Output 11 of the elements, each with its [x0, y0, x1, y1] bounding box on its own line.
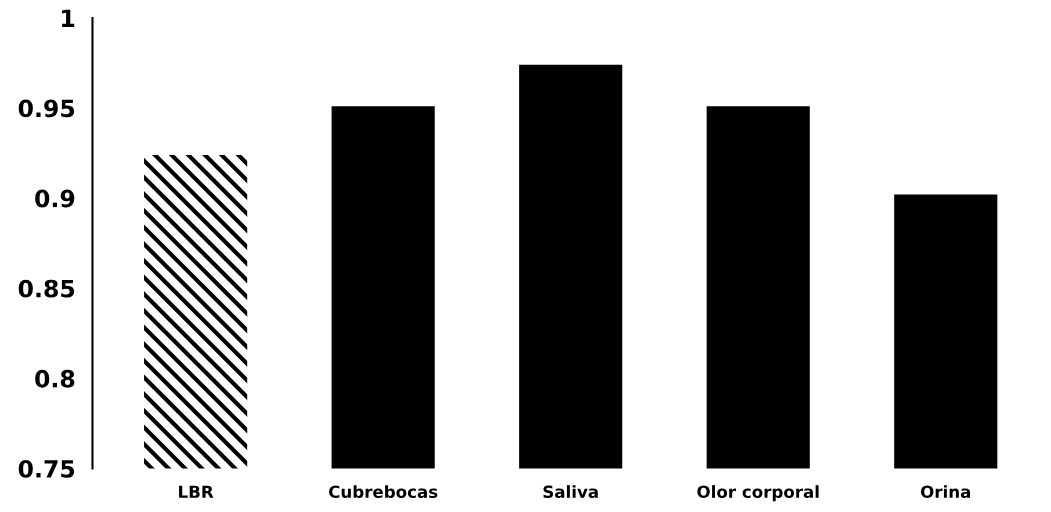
x-tick-label: Orina — [920, 485, 971, 499]
x-tick-label: Olor corporal — [697, 485, 819, 502]
y-tick-label: 1 — [62, 9, 75, 27]
y-tick-label: 0.75 — [18, 459, 75, 478]
y-tick-label: 0.8 — [35, 369, 75, 388]
x-tick-label: Cubrebocas — [329, 485, 438, 499]
y-tick-label: 0.9 — [35, 189, 75, 208]
y-tick-label: 0.85 — [18, 279, 75, 298]
y-tick-label: 0.95 — [18, 99, 75, 118]
x-tick-label: LBR — [179, 485, 214, 498]
x-tick-label: Saliva — [543, 485, 598, 499]
